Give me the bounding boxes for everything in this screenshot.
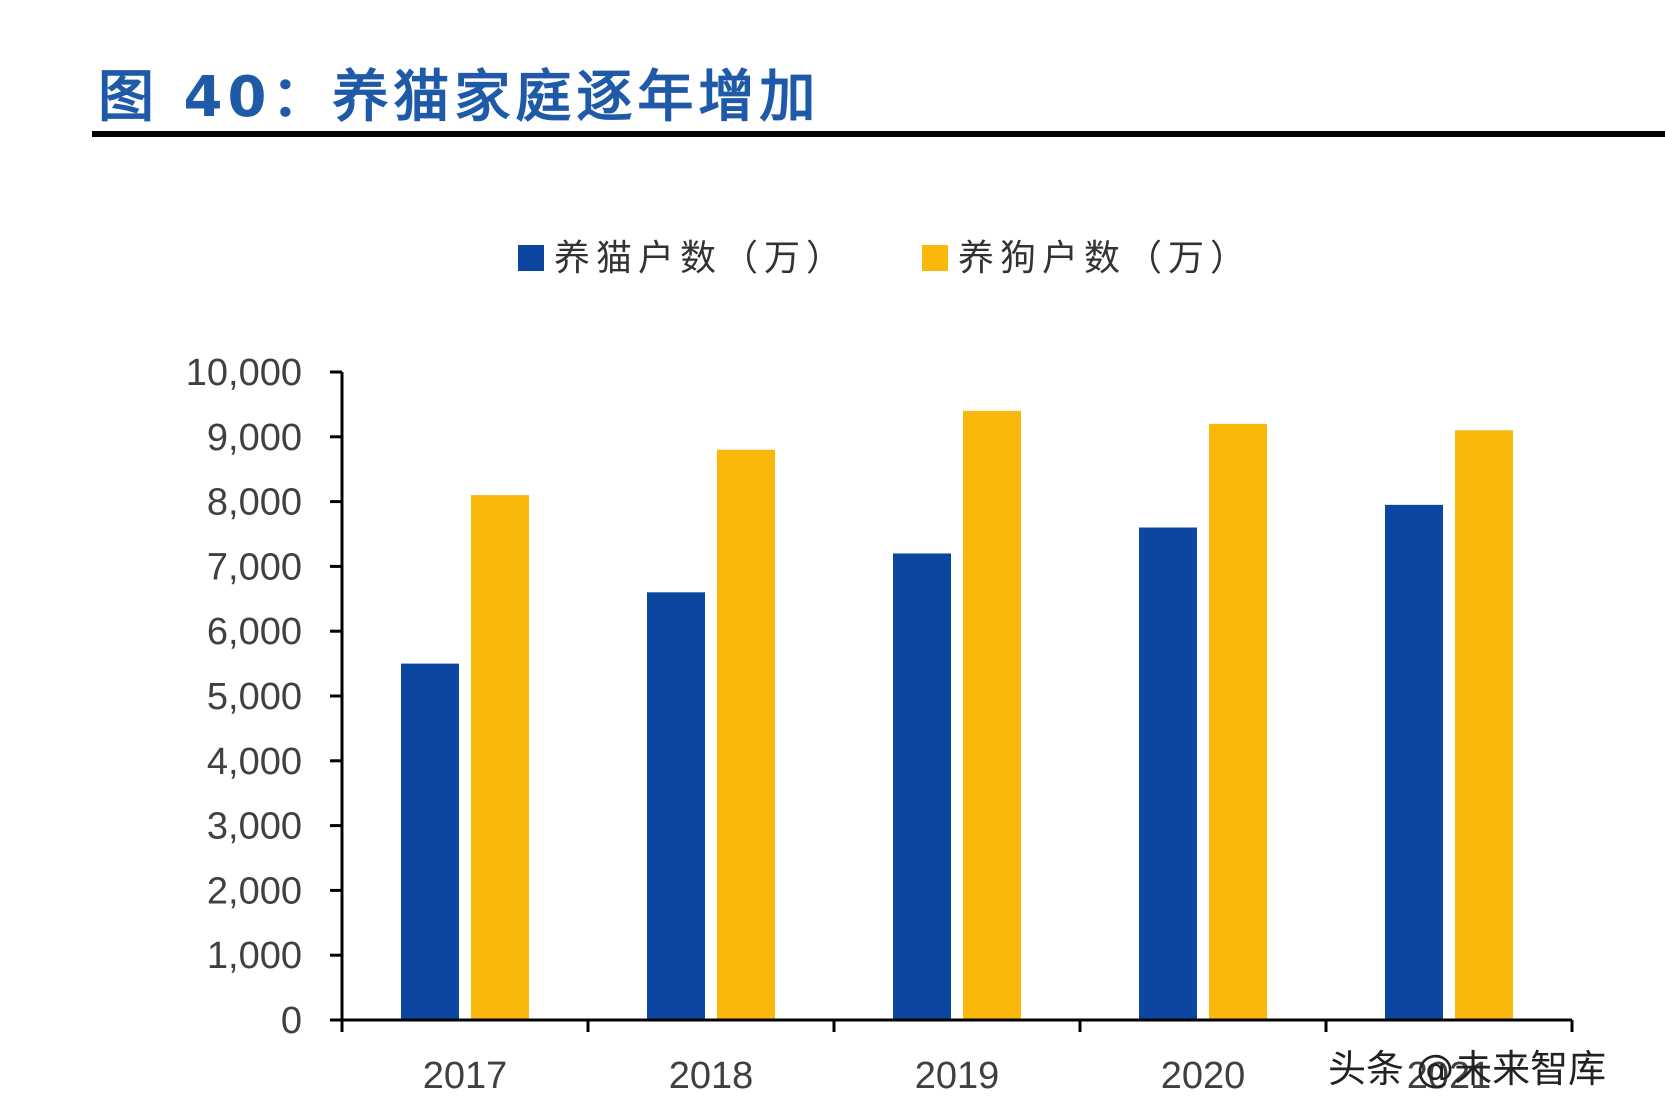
watermark: 头条 @未来智库 <box>1328 1047 1607 1091</box>
x-tick-label: 2017 <box>423 1055 508 1097</box>
x-tick-label: 2021 <box>1407 1055 1492 1097</box>
y-tick-label: 10,000 <box>186 352 302 394</box>
y-tick-label: 8,000 <box>207 482 302 524</box>
y-tick-label: 4,000 <box>207 741 302 783</box>
figure-title: 图 40：养猫家庭逐年增加 <box>98 65 821 130</box>
bars-group <box>401 410 1513 1021</box>
bar-dog-2019 <box>963 410 1021 1020</box>
legend: 养猫户数（万） 养狗户数（万） <box>518 238 1252 279</box>
bar-cat-2021 <box>1385 504 1443 1021</box>
bar-cat-2017 <box>401 663 459 1020</box>
bar-cat-2020 <box>1139 527 1197 1020</box>
x-tick-label: 2020 <box>1161 1055 1246 1097</box>
y-tick-label: 0 <box>281 1000 302 1042</box>
bar-cat-2019 <box>893 553 951 1020</box>
y-tick-label: 1,000 <box>207 935 302 977</box>
bar-dog-2017 <box>471 495 529 1020</box>
legend-label: 养猫户数（万） <box>554 238 848 279</box>
y-tick-label: 9,000 <box>207 417 302 459</box>
legend-label: 养狗户数（万） <box>958 238 1252 279</box>
legend-swatch <box>922 245 948 271</box>
bar-dog-2021 <box>1455 430 1513 1020</box>
x-tick-label: 2019 <box>915 1055 1000 1097</box>
y-tick-label: 7,000 <box>207 546 302 588</box>
bar-cat-2018 <box>647 592 705 1020</box>
legend-swatch <box>518 245 544 271</box>
axes-group: 0 1,000 2,000 3,000 4,000 5,000 6,000 7,000 8,00… <box>186 352 1574 1097</box>
title-rule <box>92 131 1665 137</box>
y-tick-label: 6,000 <box>207 611 302 653</box>
bar-dog-2020 <box>1209 423 1267 1021</box>
y-tick-label: 2,000 <box>207 870 302 912</box>
bar-dog-2018 <box>717 449 775 1020</box>
y-tick-label: 5,000 <box>207 676 302 718</box>
x-tick-label: 2018 <box>669 1055 754 1097</box>
y-tick-label: 3,000 <box>207 806 302 848</box>
